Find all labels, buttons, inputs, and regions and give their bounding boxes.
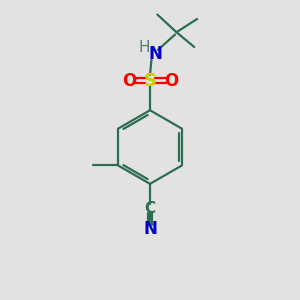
Text: O: O — [122, 72, 136, 90]
Text: H: H — [138, 40, 150, 55]
Text: N: N — [143, 220, 157, 238]
Text: S: S — [143, 72, 157, 90]
Text: N: N — [148, 45, 162, 63]
Text: O: O — [164, 72, 178, 90]
Text: C: C — [144, 201, 156, 216]
